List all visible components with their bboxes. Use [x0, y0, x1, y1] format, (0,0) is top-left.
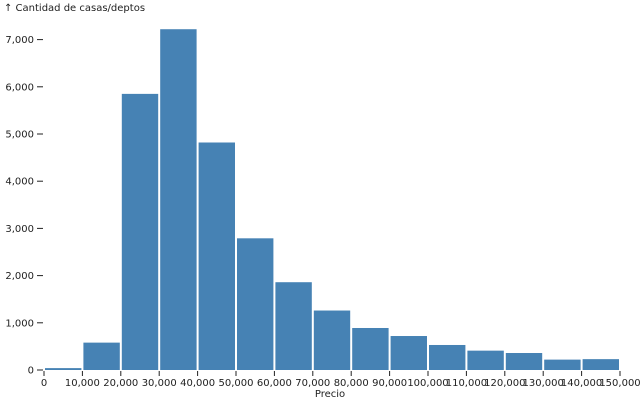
x-tick-label: 120,000 — [484, 378, 525, 389]
x-tick-label: 100,000 — [407, 378, 448, 389]
x-tick-label: 20,000 — [103, 378, 138, 389]
histogram-bar — [160, 29, 197, 370]
histogram-bar — [198, 142, 235, 370]
histogram-bar — [390, 336, 427, 370]
x-tick-label: 130,000 — [523, 378, 564, 389]
histogram-bar — [582, 359, 619, 370]
x-tick-label: 90,000 — [372, 378, 407, 389]
y-axis: 0 1,000 2,000 3,000 4,000 5,000 6,000 7,000 — [5, 35, 43, 377]
y-tick-label: 6,000 — [5, 82, 34, 93]
x-tick-label: 80,000 — [334, 378, 369, 389]
histogram-bar — [313, 310, 351, 370]
y-tick-label: 0 — [28, 366, 34, 377]
x-tick-label: 140,000 — [561, 378, 602, 389]
x-tick-label: 60,000 — [257, 378, 292, 389]
x-axis-title: Precio — [315, 389, 345, 400]
x-tick-label: 40,000 — [180, 378, 215, 389]
y-tick-label: 4,000 — [5, 177, 34, 188]
histogram-bar — [45, 368, 82, 370]
histogram-bar — [275, 282, 312, 370]
histogram-bar — [544, 359, 581, 370]
x-tick-label: 30,000 — [142, 378, 177, 389]
x-tick-label: 150,000 — [599, 378, 640, 389]
x-tick-label: 50,000 — [219, 378, 254, 389]
histogram-bar — [121, 93, 159, 370]
y-tick-label: 5,000 — [5, 130, 34, 141]
y-tick-label: 3,000 — [5, 224, 34, 235]
y-tick-label: 1,000 — [5, 318, 34, 329]
y-tick-label: 2,000 — [5, 271, 34, 282]
x-axis: 0 10,000 20,000 30,000 40,000 50,000 60,000 70,… — [41, 371, 640, 389]
bars-group — [45, 29, 619, 370]
y-axis-title: ↑ Cantidad de casas/deptos — [4, 3, 145, 14]
y-tick-label: 7,000 — [5, 35, 34, 46]
histogram-bar — [352, 327, 389, 370]
histogram-bar — [467, 350, 504, 370]
histogram-bar — [429, 344, 466, 370]
x-tick-label: 0 — [41, 378, 47, 389]
x-tick-label: 110,000 — [446, 378, 487, 389]
histogram-bar — [237, 238, 274, 370]
histogram-bar — [505, 353, 543, 370]
x-tick-label: 70,000 — [295, 378, 330, 389]
histogram-bar — [83, 342, 120, 370]
x-tick-label: 10,000 — [65, 378, 100, 389]
